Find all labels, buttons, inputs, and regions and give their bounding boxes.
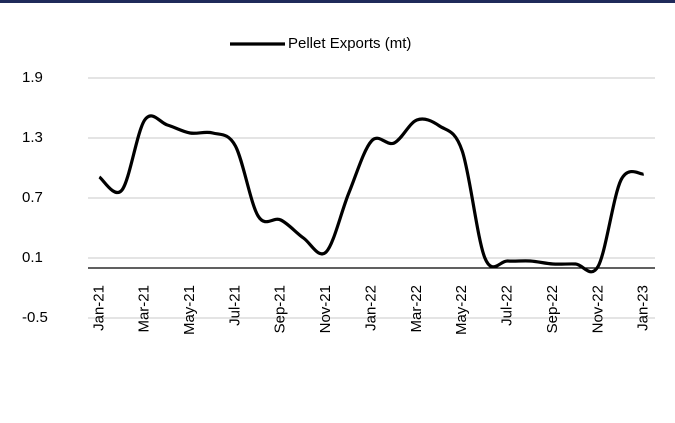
line-series	[98, 114, 645, 274]
y-tick-label: 0.1	[22, 249, 43, 266]
top-border	[0, 0, 675, 3]
x-tick-label: May-21	[181, 285, 198, 335]
y-tick-label: -0.5	[22, 309, 48, 326]
x-tick-label: Nov-21	[317, 285, 334, 333]
x-tick-label: Sep-21	[272, 285, 289, 333]
x-tick-label: Jul-22	[499, 285, 516, 326]
y-tick-label: 1.3	[22, 129, 43, 146]
x-tick-label: Mar-21	[136, 285, 153, 333]
y-tick-label: 0.7	[22, 189, 43, 206]
x-tick-label: May-22	[453, 285, 470, 335]
x-tick-label: Mar-22	[408, 285, 425, 333]
x-tick-label: Jul-21	[226, 285, 243, 326]
legend-label: Pellet Exports (mt)	[288, 35, 411, 52]
x-tick-label: Jan-23	[635, 285, 652, 331]
x-tick-label: Sep-22	[544, 285, 561, 333]
x-tick-label: Jan-22	[362, 285, 379, 331]
y-tick-label: 1.9	[22, 69, 43, 86]
x-tick-label: Nov-22	[589, 285, 606, 333]
x-tick-label: Jan-21	[90, 285, 107, 331]
